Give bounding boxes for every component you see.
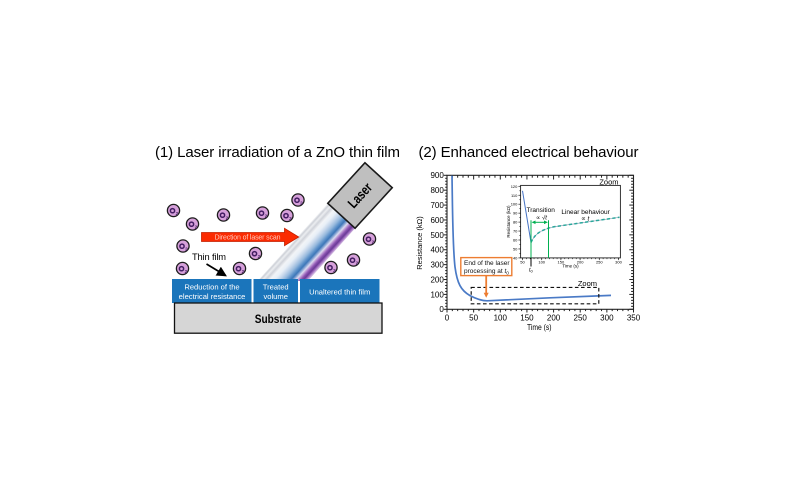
svg-text:Direction of laser scan: Direction of laser scan (215, 235, 281, 242)
svg-text:Unaltered thin film: Unaltered thin film (309, 287, 370, 296)
svg-text:Resistance (kΩ): Resistance (kΩ) (506, 205, 511, 238)
svg-text:Reduction of the: Reduction of the (184, 282, 239, 291)
svg-text:2: 2 (185, 247, 188, 252)
svg-text:300: 300 (430, 261, 444, 270)
svg-text:300: 300 (600, 314, 614, 323)
svg-text:90: 90 (513, 211, 518, 216)
svg-text:600: 600 (430, 216, 444, 225)
svg-text:700: 700 (430, 201, 444, 210)
svg-text:Time (s): Time (s) (562, 264, 579, 269)
svg-text:800: 800 (430, 186, 444, 195)
svg-text:250: 250 (574, 314, 588, 323)
svg-text:End of the laser: End of the laser (464, 260, 510, 267)
svg-text:2: 2 (356, 261, 359, 266)
svg-text:50: 50 (469, 314, 478, 323)
svg-text:2: 2 (265, 214, 268, 219)
svg-text:40: 40 (513, 255, 518, 260)
svg-text:Thin film: Thin film (192, 252, 226, 262)
svg-text:0: 0 (445, 314, 450, 323)
svg-text:70: 70 (513, 229, 518, 234)
svg-text:2: 2 (176, 211, 179, 216)
svg-text:2: 2 (195, 225, 198, 230)
svg-text:100: 100 (494, 314, 508, 323)
svg-text:(1) Laser irradiation of a ZnO: (1) Laser irradiation of a ZnO thin film (155, 144, 400, 161)
svg-text:2: 2 (300, 201, 303, 206)
svg-text:80: 80 (513, 220, 518, 225)
svg-text:500: 500 (430, 231, 444, 240)
svg-text:Substrate: Substrate (255, 312, 302, 326)
svg-text:(2) Enhanced electrical behavi: (2) Enhanced electrical behaviour (419, 144, 639, 161)
svg-text:2: 2 (242, 269, 245, 274)
svg-text:Linear behaviour: Linear behaviour (561, 209, 610, 216)
svg-text:processing at t0: processing at t0 (464, 268, 509, 277)
svg-text:120: 120 (511, 184, 518, 189)
svg-text:200: 200 (430, 275, 444, 284)
svg-text:2: 2 (372, 240, 375, 245)
svg-text:electrical resistance: electrical resistance (179, 292, 246, 301)
svg-text:2: 2 (258, 254, 261, 259)
svg-text:Zoom: Zoom (599, 178, 618, 187)
svg-text:100: 100 (430, 290, 444, 299)
svg-text:∝ t: ∝ t (581, 216, 590, 223)
svg-text:200: 200 (577, 259, 584, 264)
svg-text:200: 200 (547, 314, 561, 323)
svg-text:2: 2 (289, 216, 292, 221)
svg-text:110: 110 (511, 193, 518, 198)
svg-text:t0: t0 (529, 268, 534, 274)
svg-text:100: 100 (538, 259, 545, 264)
svg-text:2: 2 (226, 216, 229, 221)
svg-text:150: 150 (520, 314, 534, 323)
svg-text:Treated: Treated (263, 282, 289, 291)
svg-text:volume: volume (263, 292, 287, 301)
svg-text:350: 350 (627, 314, 641, 323)
svg-text:900: 900 (430, 171, 444, 180)
svg-text:0: 0 (439, 305, 444, 314)
svg-text:2: 2 (185, 269, 188, 274)
svg-text:400: 400 (430, 246, 444, 255)
svg-text:100: 100 (511, 202, 518, 207)
svg-text:Zoom: Zoom (578, 279, 597, 288)
svg-text:60: 60 (513, 238, 518, 243)
svg-text:Transition: Transition (527, 207, 556, 214)
svg-text:300: 300 (615, 259, 622, 264)
svg-text:∝ √t: ∝ √t (536, 214, 547, 221)
svg-text:Resistance (kΩ): Resistance (kΩ) (415, 216, 424, 270)
svg-text:2: 2 (333, 268, 336, 273)
svg-text:250: 250 (596, 259, 603, 264)
svg-text:50: 50 (513, 246, 518, 251)
svg-text:50: 50 (520, 259, 525, 264)
svg-text:Time (s): Time (s) (527, 323, 552, 332)
svg-text:150: 150 (558, 259, 565, 264)
